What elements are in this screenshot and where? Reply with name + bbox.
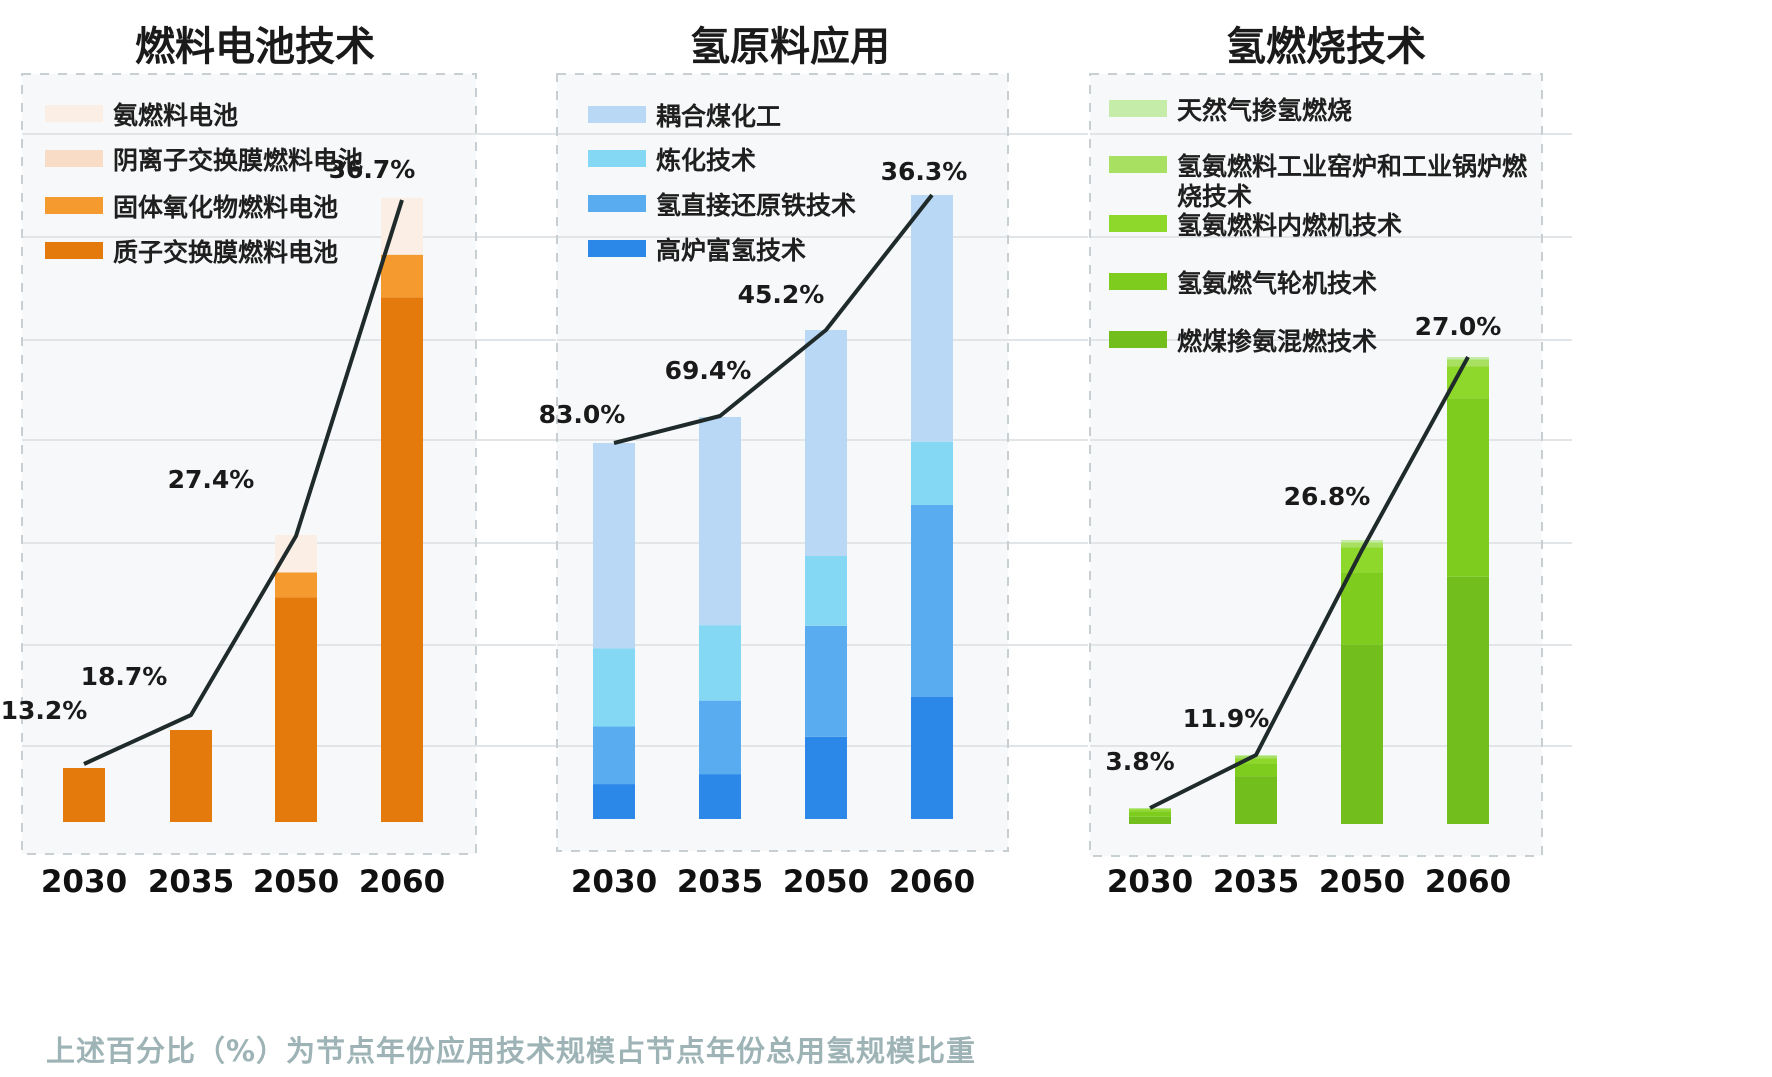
legend-swatch: [45, 150, 103, 167]
data-label: 27.0%: [1415, 312, 1502, 341]
data-label: 36.3%: [881, 157, 968, 186]
data-label: 83.0%: [539, 400, 626, 429]
x-tick-label: 2035: [148, 864, 234, 900]
bar-segment-2050-0: [275, 597, 317, 822]
legend-swatch: [1109, 156, 1167, 173]
bar-segment-2060-0: [1447, 576, 1489, 824]
x-tick-label: 2050: [1319, 864, 1405, 900]
data-label: 3.8%: [1105, 747, 1174, 776]
bar-segment-2060-1: [1447, 398, 1489, 577]
data-label: 11.9%: [1183, 704, 1270, 733]
bar-segment-2050-3: [805, 330, 847, 557]
bar-segment-2060-1: [381, 254, 423, 298]
legend-swatch: [1109, 215, 1167, 232]
legend-label: 耦合煤化工: [656, 102, 781, 131]
legend-swatch: [45, 105, 103, 122]
x-tick-label: 2035: [677, 864, 763, 900]
data-label: 13.2%: [1, 696, 88, 725]
legend-swatch: [588, 106, 646, 123]
legend-label: 阴离子交换膜燃料电池: [113, 146, 363, 175]
panel-frame: [21, 73, 477, 855]
legend-label: 氢氨燃料内燃机技术: [1177, 211, 1402, 240]
data-label: 45.2%: [738, 280, 825, 309]
x-tick-label: 2030: [571, 864, 657, 900]
x-tick-label: 2030: [1107, 864, 1193, 900]
bar-segment-2035-0: [170, 730, 212, 822]
legend-swatch: [588, 240, 646, 257]
x-tick-label: 2060: [889, 864, 975, 900]
legend-label: 天然气掺氢燃烧: [1177, 96, 1352, 125]
legend-swatch: [1109, 331, 1167, 348]
legend-label: 氢氨燃料工业窑炉和工业锅炉燃烧技术: [1177, 152, 1528, 211]
x-tick-label: 2060: [359, 864, 445, 900]
bar-segment-2050-0: [1341, 644, 1383, 824]
bar-segment-2030-3: [1129, 808, 1171, 810]
panel-title-fuel-cell: 燃料电池技术: [135, 24, 375, 70]
x-tick-label: 2050: [253, 864, 339, 900]
bar-segment-2030-2: [1129, 809, 1171, 812]
legend-label: 氢氨燃气轮机技术: [1177, 269, 1377, 298]
panel-title-hydrogen-combustion: 氢燃烧技术: [1226, 24, 1426, 70]
legend-label: 高炉富氢技术: [656, 236, 806, 265]
bar-segment-2050-3: [275, 535, 317, 573]
trend-line: [83, 199, 404, 766]
legend-swatch: [45, 242, 103, 259]
panel-title-hydrogen-feedstock: 氢原料应用: [690, 24, 890, 70]
legend-label: 固体氧化物燃料电池: [113, 193, 338, 222]
bar-segment-2035-1: [699, 700, 741, 775]
legend-label: 氢直接还原铁技术: [656, 191, 856, 220]
bar-segment-2060-1: [911, 504, 953, 697]
bar-segment-2030-1: [593, 726, 635, 785]
bar-segment-2030-0: [1129, 816, 1171, 824]
data-label: 18.7%: [81, 662, 168, 691]
bar-segment-2060-3: [1447, 359, 1489, 367]
bar-segment-2030-0: [593, 784, 635, 819]
legend-swatch: [45, 197, 103, 214]
x-tick-label: 2050: [783, 864, 869, 900]
bar-segment-2035-0: [699, 774, 741, 819]
bar-segment-2050-4: [1341, 540, 1383, 543]
x-tick-label: 2035: [1213, 864, 1299, 900]
legend-swatch: [588, 150, 646, 167]
bar-segment-2030-1: [1129, 811, 1171, 817]
legend-label: 燃煤掺氨混燃技术: [1177, 327, 1377, 356]
bar-segment-2060-2: [911, 441, 953, 505]
bar-segment-2050-2: [805, 556, 847, 626]
data-label: 36.7%: [329, 155, 416, 184]
x-tick-label: 2030: [41, 864, 127, 900]
bar-segment-2030-2: [593, 648, 635, 727]
data-label: 26.8%: [1284, 482, 1371, 511]
data-label: 69.4%: [665, 356, 752, 385]
trend-line: [613, 193, 934, 445]
bar-segment-2050-1: [275, 572, 317, 598]
legend-label: 炼化技术: [656, 146, 756, 175]
bar-segment-2050-3: [1341, 542, 1383, 548]
legend-swatch: [1109, 100, 1167, 117]
bar-segment-2030-0: [63, 768, 105, 822]
legend-label: 质子交换膜燃料电池: [113, 238, 338, 267]
bar-segment-2035-3: [699, 417, 741, 626]
bar-segment-2060-3: [911, 195, 953, 442]
panel-frame: [1089, 73, 1543, 857]
legend-label: 氨燃料电池: [113, 101, 238, 130]
bar-segment-2035-3: [1235, 756, 1277, 759]
legend-swatch: [1109, 273, 1167, 290]
bar-segment-2050-1: [1341, 572, 1383, 645]
footnote: 上述百分比（%）为节点年份应用技术规模占节点年份总用氢规模比重: [46, 1034, 977, 1068]
x-tick-label: 2060: [1425, 864, 1511, 900]
trend-line: [1149, 356, 1470, 810]
bar-segment-2030-3: [593, 443, 635, 649]
bar-segment-2035-2: [1235, 758, 1277, 764]
data-label: 27.4%: [168, 465, 255, 494]
bar-segment-2050-1: [805, 625, 847, 737]
legend-swatch: [588, 195, 646, 212]
bar-segment-2050-0: [805, 736, 847, 819]
bar-segment-2035-2: [699, 625, 741, 701]
bar-segment-2035-0: [1235, 776, 1277, 824]
bar-segment-2060-0: [911, 696, 953, 819]
bar-segment-2035-1: [1235, 763, 1277, 777]
bar-segment-2060-0: [381, 297, 423, 823]
